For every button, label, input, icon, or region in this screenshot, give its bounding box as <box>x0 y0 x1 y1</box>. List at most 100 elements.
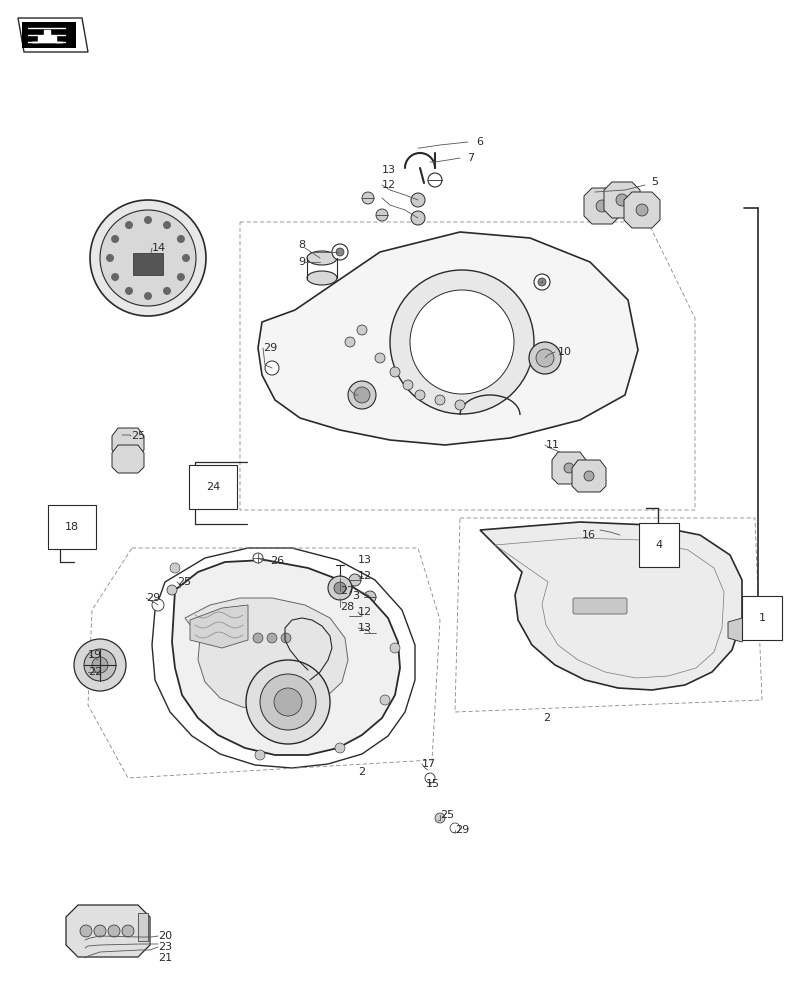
Text: 8: 8 <box>298 240 305 250</box>
Circle shape <box>389 270 534 414</box>
Text: 9: 9 <box>298 257 305 267</box>
Circle shape <box>255 750 264 760</box>
Polygon shape <box>172 560 400 755</box>
Text: 24: 24 <box>206 482 220 492</box>
FancyBboxPatch shape <box>573 598 626 614</box>
Text: 13: 13 <box>358 623 371 633</box>
Text: 25: 25 <box>131 431 145 441</box>
Circle shape <box>389 367 400 377</box>
Circle shape <box>410 193 424 207</box>
Text: 2: 2 <box>543 713 549 723</box>
Text: 21: 21 <box>158 953 172 963</box>
Circle shape <box>100 210 195 306</box>
Circle shape <box>253 553 263 563</box>
Text: 3: 3 <box>351 591 358 601</box>
Circle shape <box>106 254 114 262</box>
Text: 14: 14 <box>152 243 166 253</box>
Text: 18: 18 <box>65 522 79 532</box>
Circle shape <box>84 649 116 681</box>
Ellipse shape <box>307 251 337 265</box>
Circle shape <box>167 585 177 595</box>
Text: 4: 4 <box>654 540 662 550</box>
Circle shape <box>177 235 185 243</box>
Circle shape <box>424 773 435 783</box>
Polygon shape <box>727 618 747 642</box>
Polygon shape <box>479 522 741 690</box>
Text: 19: 19 <box>88 650 102 660</box>
Text: 13: 13 <box>381 165 396 175</box>
Polygon shape <box>623 192 659 228</box>
Circle shape <box>389 643 400 653</box>
Text: 13: 13 <box>358 555 371 565</box>
Circle shape <box>375 209 388 221</box>
Circle shape <box>363 627 375 639</box>
Circle shape <box>111 273 119 281</box>
Bar <box>138 913 148 941</box>
Text: 22: 22 <box>88 667 102 677</box>
Text: 25: 25 <box>440 810 453 820</box>
Text: 29: 29 <box>454 825 469 835</box>
Polygon shape <box>190 605 247 648</box>
Circle shape <box>354 387 370 403</box>
Text: 10: 10 <box>557 347 571 357</box>
Circle shape <box>122 925 134 937</box>
Circle shape <box>246 660 329 744</box>
Circle shape <box>332 244 348 260</box>
Circle shape <box>264 361 279 375</box>
Circle shape <box>349 610 361 622</box>
Text: 16: 16 <box>581 530 595 540</box>
Circle shape <box>402 380 413 390</box>
Circle shape <box>538 278 545 286</box>
Circle shape <box>427 173 441 187</box>
Polygon shape <box>18 18 88 52</box>
Text: 6: 6 <box>475 137 483 147</box>
Text: 23: 23 <box>158 942 172 952</box>
Polygon shape <box>32 30 62 42</box>
Circle shape <box>534 274 549 290</box>
Text: 25: 25 <box>177 577 191 587</box>
Polygon shape <box>112 445 144 473</box>
Polygon shape <box>583 188 620 224</box>
Text: 12: 12 <box>358 607 371 617</box>
Circle shape <box>635 204 647 216</box>
Circle shape <box>357 325 367 335</box>
Circle shape <box>90 200 206 316</box>
Text: 12: 12 <box>381 180 396 190</box>
Circle shape <box>328 576 351 600</box>
Text: 20: 20 <box>158 931 172 941</box>
Polygon shape <box>551 452 586 484</box>
Text: 29: 29 <box>263 343 277 353</box>
Circle shape <box>182 254 190 262</box>
Circle shape <box>380 695 389 705</box>
Text: 29: 29 <box>146 593 160 603</box>
Text: 1: 1 <box>757 613 765 623</box>
Polygon shape <box>603 182 639 218</box>
Circle shape <box>125 221 133 229</box>
Polygon shape <box>571 460 605 492</box>
Circle shape <box>348 381 375 409</box>
Circle shape <box>177 273 185 281</box>
Polygon shape <box>22 22 76 48</box>
Text: 12: 12 <box>358 571 371 581</box>
Circle shape <box>435 395 444 405</box>
Text: 15: 15 <box>426 779 440 789</box>
Text: 11: 11 <box>545 440 560 450</box>
Circle shape <box>616 194 627 206</box>
Circle shape <box>454 400 465 410</box>
Circle shape <box>335 743 345 753</box>
Circle shape <box>144 216 152 224</box>
Circle shape <box>163 287 171 295</box>
Circle shape <box>144 292 152 300</box>
Circle shape <box>152 599 164 611</box>
Polygon shape <box>185 598 348 710</box>
Circle shape <box>535 349 553 367</box>
Bar <box>133 253 163 275</box>
Text: 17: 17 <box>422 759 436 769</box>
Circle shape <box>267 633 277 643</box>
Circle shape <box>94 925 106 937</box>
Text: 2: 2 <box>358 767 365 777</box>
Circle shape <box>595 200 607 212</box>
Circle shape <box>362 192 374 204</box>
Circle shape <box>349 574 361 586</box>
Circle shape <box>375 353 384 363</box>
